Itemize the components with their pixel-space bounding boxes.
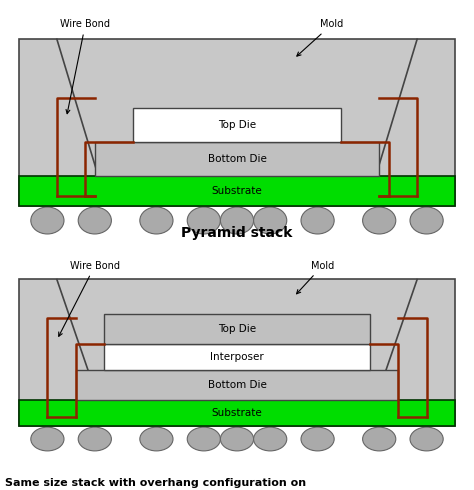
Bar [19,176,455,206]
Ellipse shape [301,207,334,234]
Ellipse shape [410,427,443,451]
Bar [76,370,398,400]
Text: Mold: Mold [297,261,334,294]
Ellipse shape [254,427,287,451]
Text: Same size stack with overhang configuration on: Same size stack with overhang configurat… [5,478,306,488]
Text: Wire Bond: Wire Bond [59,261,120,336]
Ellipse shape [301,427,334,451]
Text: Top Die: Top Die [218,120,256,130]
Text: Wire Bond: Wire Bond [60,20,110,114]
Ellipse shape [78,207,111,234]
Ellipse shape [187,427,220,451]
Ellipse shape [140,427,173,451]
Ellipse shape [31,427,64,451]
Ellipse shape [220,207,254,234]
Bar [133,108,341,142]
Ellipse shape [254,207,287,234]
Text: Bottom Die: Bottom Die [208,154,266,164]
Ellipse shape [78,427,111,451]
Bar [95,142,379,176]
Polygon shape [19,279,455,426]
Ellipse shape [140,207,173,234]
Polygon shape [19,39,455,206]
Text: Substrate: Substrate [211,408,263,418]
Text: Substrate: Substrate [211,186,263,196]
Bar [19,400,455,426]
Ellipse shape [220,427,254,451]
Bar [104,314,370,344]
Bar [104,344,370,370]
Text: Interposer: Interposer [210,352,264,362]
Ellipse shape [410,207,443,234]
Ellipse shape [363,207,396,234]
Ellipse shape [31,207,64,234]
Text: Top Die: Top Die [218,324,256,334]
Text: Bottom Die: Bottom Die [208,380,266,390]
Ellipse shape [363,427,396,451]
Text: Pyramid stack: Pyramid stack [182,226,292,240]
Ellipse shape [187,207,220,234]
Text: Mold: Mold [297,20,344,56]
